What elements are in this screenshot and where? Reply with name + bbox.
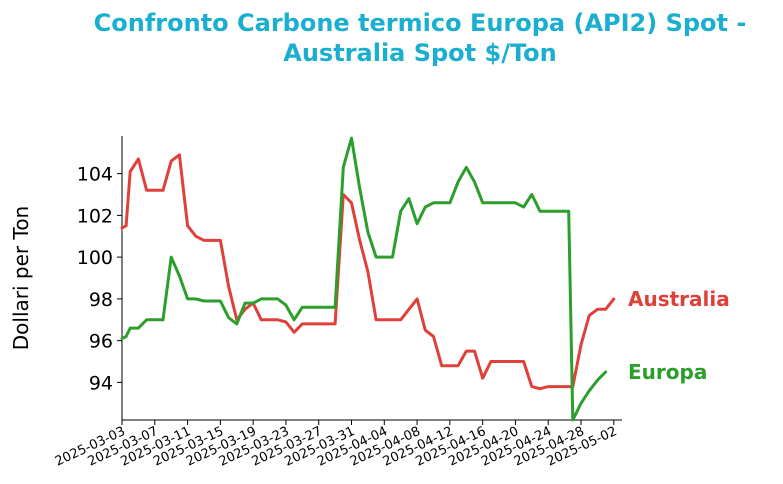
y-tick-label: 102	[77, 205, 113, 227]
y-tick-label: 98	[89, 289, 113, 311]
series-line-europa	[120, 136, 608, 422]
series-line-australia	[120, 153, 616, 391]
series-label-australia: Australia	[628, 287, 730, 311]
series-lines	[120, 136, 616, 422]
y-tick-label: 104	[77, 164, 113, 186]
y-tick-label: 100	[77, 247, 113, 269]
chart-title-line-1: Confronto Carbone termico Europa (API2) …	[94, 9, 747, 37]
y-tick-label: 96	[89, 331, 113, 353]
chart-title-line-2: Australia Spot $/Ton	[283, 39, 556, 67]
y-axis-label: Dollari per Ton	[9, 206, 33, 350]
series-label-europa: Europa	[628, 360, 707, 384]
y-tick-label: 94	[89, 372, 113, 394]
series-end-labels: Australia Europa	[628, 287, 730, 384]
